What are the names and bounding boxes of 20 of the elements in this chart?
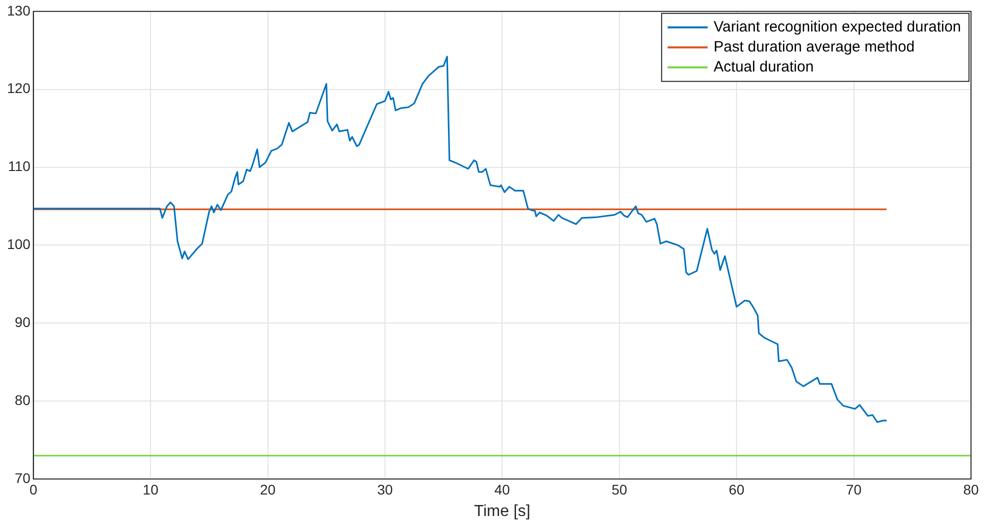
y-tick-label: 70 xyxy=(14,470,31,486)
y-tick-label: 90 xyxy=(14,314,31,330)
legend-label: Actual duration xyxy=(714,58,814,76)
x-tick-label: 30 xyxy=(377,481,393,498)
x-tick-label: 60 xyxy=(728,481,745,498)
x-tick-label: 10 xyxy=(142,481,159,498)
x-tick-label: 70 xyxy=(846,481,862,498)
x-tick-label: 40 xyxy=(494,481,510,498)
y-tick-label: 130 xyxy=(7,2,31,18)
legend-label: Variant recognition expected duration xyxy=(714,18,962,36)
y-tick-label: 120 xyxy=(7,80,31,96)
legend-label: Past duration average method xyxy=(714,38,915,56)
y-tick-label: 110 xyxy=(8,158,31,174)
x-tick-label: 80 xyxy=(963,481,979,498)
y-tick-label: 100 xyxy=(7,236,31,252)
x-tick-label: 50 xyxy=(612,481,628,498)
x-axis-title: Time [s] xyxy=(474,502,530,520)
x-tick-label: 0 xyxy=(29,481,38,498)
y-tick-label: 80 xyxy=(14,392,31,408)
x-tick-label: 20 xyxy=(260,481,276,498)
